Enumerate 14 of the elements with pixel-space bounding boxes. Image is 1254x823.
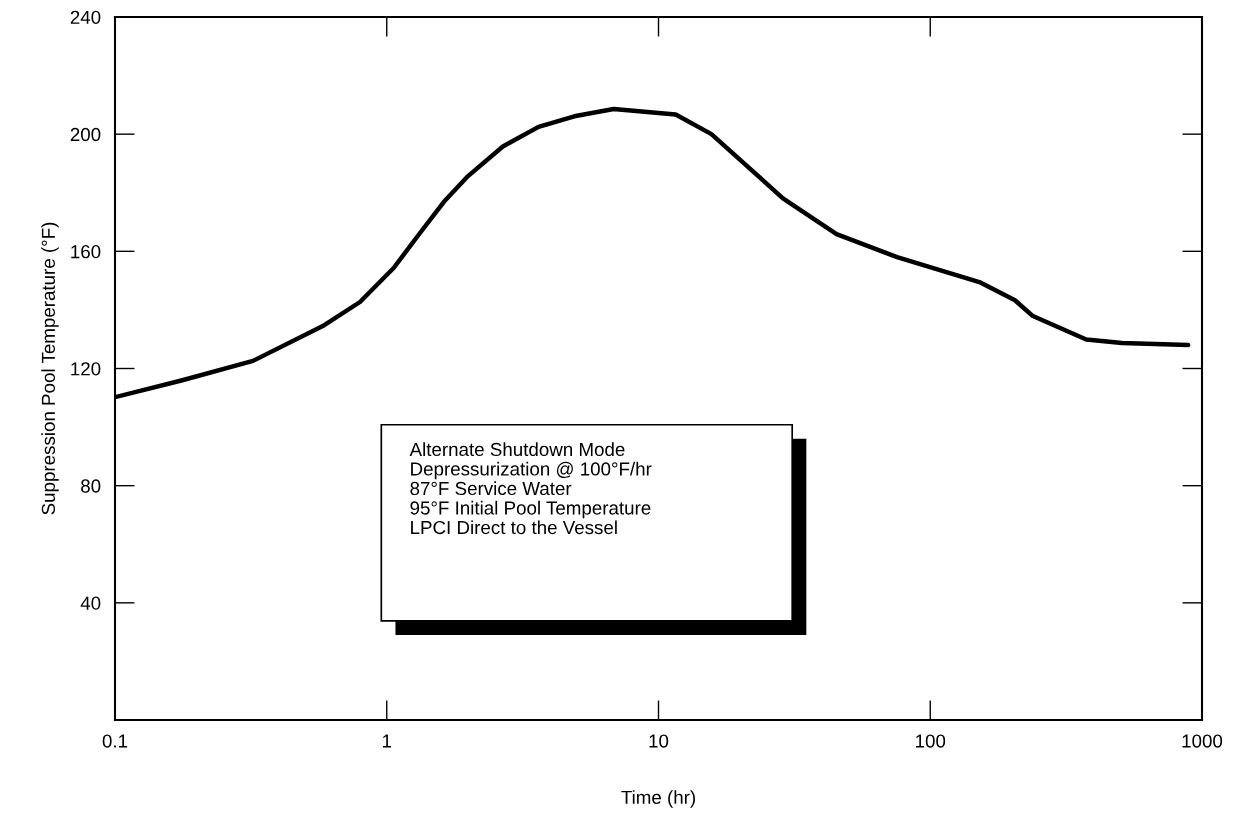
y-tick-label: 160 [71,245,101,259]
y-tick-label: 120 [71,362,101,376]
annotation: Alternate Shutdown Mode Depressurization @ 100°F/hr 87°F Service Water 95°F Initial Pool Temperature LPCI Direct to the Vessel [409,442,652,535]
y-tick-label: 40 [80,596,101,610]
x-axis-title: Time (hr) [621,790,696,808]
y-tick-label: 80 [81,479,101,493]
x-tick-label: 1 [382,734,392,748]
y-tick-label: 200 [70,127,101,142]
y-axis-title: Suppression Pool Temperature (°F) [41,222,59,515]
y-tick-label: 240 [70,10,101,24]
x-tick-label: 10 [649,734,669,748]
x-tick-label: 100 [916,734,946,748]
x-tick-label: 1000 [1182,734,1223,748]
x-tick-label: 0.1 [102,734,128,748]
